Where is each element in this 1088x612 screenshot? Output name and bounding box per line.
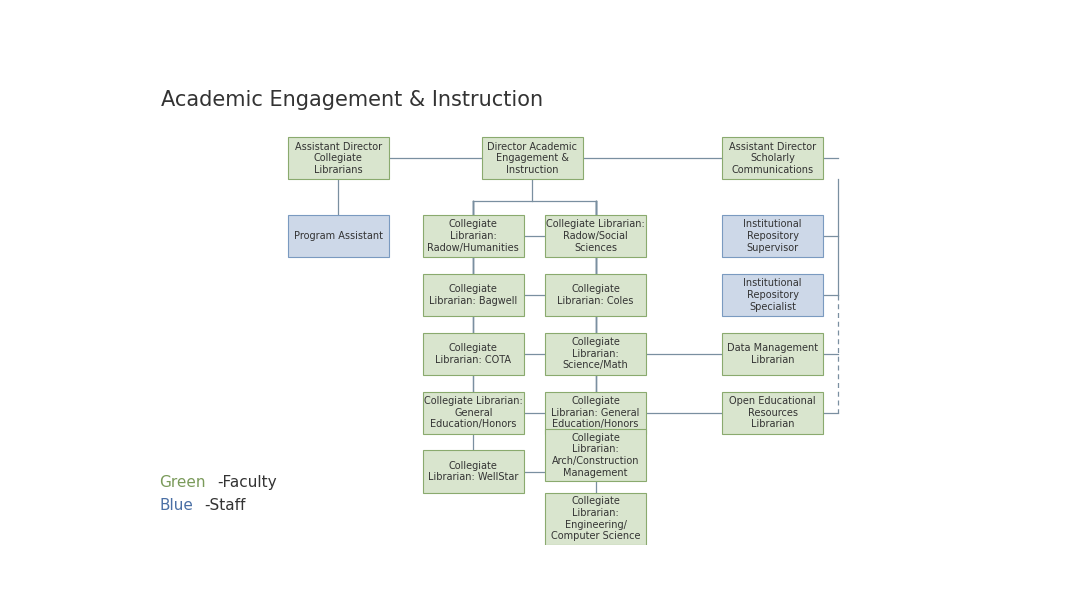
FancyBboxPatch shape bbox=[422, 215, 524, 257]
Text: Director Academic
Engagement &
Instruction: Director Academic Engagement & Instructi… bbox=[487, 141, 578, 175]
Text: Collegiate Librarian:
General
Education/Honors: Collegiate Librarian: General Education/… bbox=[424, 396, 522, 430]
FancyBboxPatch shape bbox=[545, 392, 646, 434]
FancyBboxPatch shape bbox=[722, 392, 824, 434]
FancyBboxPatch shape bbox=[545, 274, 646, 316]
Text: Blue: Blue bbox=[160, 498, 194, 513]
Text: Assistant Director
Collegiate
Librarians: Assistant Director Collegiate Librarians bbox=[295, 141, 382, 175]
Text: Academic Engagement & Instruction: Academic Engagement & Instruction bbox=[161, 90, 543, 110]
FancyBboxPatch shape bbox=[545, 429, 646, 481]
Text: Collegiate
Librarian:
Engineering/
Computer Science: Collegiate Librarian: Engineering/ Compu… bbox=[551, 496, 641, 541]
Text: Institutional
Repository
Specialist: Institutional Repository Specialist bbox=[743, 278, 802, 312]
Text: Green: Green bbox=[160, 476, 206, 490]
FancyBboxPatch shape bbox=[722, 332, 824, 375]
Text: Institutional
Repository
Supervisor: Institutional Repository Supervisor bbox=[743, 220, 802, 253]
FancyBboxPatch shape bbox=[287, 215, 390, 257]
Text: Open Educational
Resources
Librarian: Open Educational Resources Librarian bbox=[729, 396, 816, 430]
Text: Collegiate
Librarian: WellStar: Collegiate Librarian: WellStar bbox=[428, 461, 519, 482]
FancyBboxPatch shape bbox=[545, 332, 646, 375]
Text: Collegiate Librarian:
Radow/Social
Sciences: Collegiate Librarian: Radow/Social Scien… bbox=[546, 220, 645, 253]
Text: Data Management
Librarian: Data Management Librarian bbox=[727, 343, 818, 365]
FancyBboxPatch shape bbox=[482, 137, 583, 179]
Text: Assistant Director
Scholarly
Communications: Assistant Director Scholarly Communicati… bbox=[729, 141, 816, 175]
Text: Collegiate
Librarian:
Arch/Construction
Management: Collegiate Librarian: Arch/Construction … bbox=[552, 433, 640, 477]
Text: -Faculty: -Faculty bbox=[217, 476, 276, 490]
FancyBboxPatch shape bbox=[422, 450, 524, 493]
FancyBboxPatch shape bbox=[722, 137, 824, 179]
Text: Collegiate
Librarian: Coles: Collegiate Librarian: Coles bbox=[557, 284, 633, 306]
FancyBboxPatch shape bbox=[422, 274, 524, 316]
Text: Collegiate
Librarian:
Radow/Humanities: Collegiate Librarian: Radow/Humanities bbox=[428, 220, 519, 253]
FancyBboxPatch shape bbox=[422, 332, 524, 375]
Text: -Staff: -Staff bbox=[205, 498, 246, 513]
Text: Collegiate
Librarian: General
Education/Honors: Collegiate Librarian: General Education/… bbox=[552, 396, 640, 430]
FancyBboxPatch shape bbox=[545, 215, 646, 257]
FancyBboxPatch shape bbox=[722, 274, 824, 316]
Text: Collegiate
Librarian:
Science/Math: Collegiate Librarian: Science/Math bbox=[562, 337, 629, 370]
FancyBboxPatch shape bbox=[422, 392, 524, 434]
FancyBboxPatch shape bbox=[722, 215, 824, 257]
Text: Collegiate
Librarian: Bagwell: Collegiate Librarian: Bagwell bbox=[429, 284, 518, 306]
Text: Program Assistant: Program Assistant bbox=[294, 231, 383, 241]
FancyBboxPatch shape bbox=[287, 137, 390, 179]
Text: Collegiate
Librarian: COTA: Collegiate Librarian: COTA bbox=[435, 343, 511, 365]
FancyBboxPatch shape bbox=[545, 493, 646, 545]
